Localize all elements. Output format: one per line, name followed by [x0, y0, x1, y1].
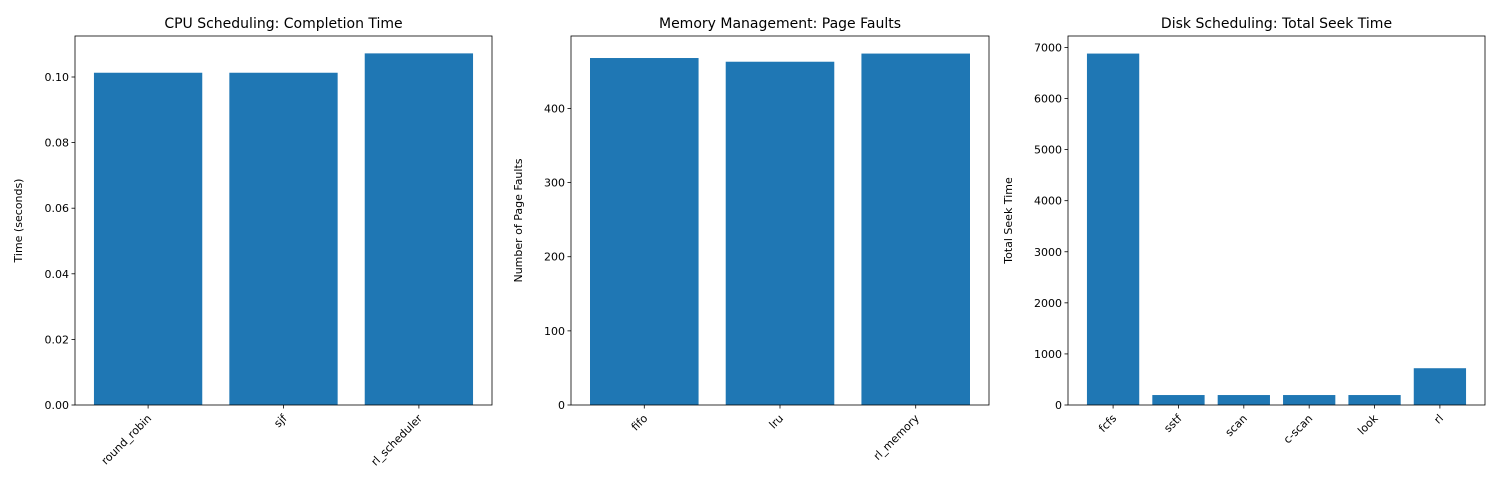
- y-tick-label: 4000: [1034, 195, 1062, 208]
- y-tick-label: 300: [544, 177, 565, 190]
- y-tick-label: 5000: [1034, 144, 1062, 157]
- chart-title: CPU Scheduling: Completion Time: [164, 16, 402, 32]
- y-tick-label: 0.00: [45, 399, 70, 412]
- y-axis-label: Total Seek Time: [1002, 177, 1015, 265]
- y-tick-label: 100: [544, 325, 565, 338]
- y-tick-label: 400: [544, 102, 565, 115]
- bar-sstf: [1152, 395, 1205, 405]
- chart-title: Memory Management: Page Faults: [659, 16, 901, 32]
- y-tick-label: 2000: [1034, 297, 1062, 310]
- bar-fcfs: [1086, 53, 1140, 405]
- bar-sjf: [229, 72, 338, 406]
- y-tick-label: 3000: [1034, 246, 1062, 259]
- y-tick-label: 0.08: [45, 137, 70, 150]
- axes-frame: [1067, 35, 1486, 406]
- y-tick-label: 0: [1055, 399, 1062, 412]
- y-tick-label: 6000: [1034, 93, 1062, 106]
- bar-round_robin: [93, 72, 203, 406]
- bar-rl_scheduler: [364, 53, 474, 405]
- bar-fifo: [590, 58, 699, 406]
- y-tick-label: 0: [558, 399, 565, 412]
- y-tick-label: 0.10: [45, 71, 70, 84]
- bar-lru: [725, 61, 835, 405]
- chart-title: Disk Scheduling: Total Seek Time: [1161, 16, 1392, 32]
- y-axis-label: Number of Page Faults: [512, 158, 525, 282]
- y-axis-label: Time (seconds): [12, 179, 25, 264]
- bar-rl_memory: [861, 53, 970, 405]
- bar-rl: [1413, 368, 1467, 405]
- bar-scan: [1217, 395, 1270, 405]
- bar-c-scan: [1283, 395, 1336, 405]
- y-tick-label: 0.04: [45, 268, 70, 281]
- y-tick-label: 0.06: [45, 202, 70, 215]
- y-tick-label: 1000: [1034, 348, 1062, 361]
- y-tick-label: 7000: [1034, 41, 1062, 54]
- bar-look: [1348, 395, 1401, 405]
- y-tick-label: 0.02: [45, 333, 70, 346]
- y-tick-label: 200: [544, 251, 565, 264]
